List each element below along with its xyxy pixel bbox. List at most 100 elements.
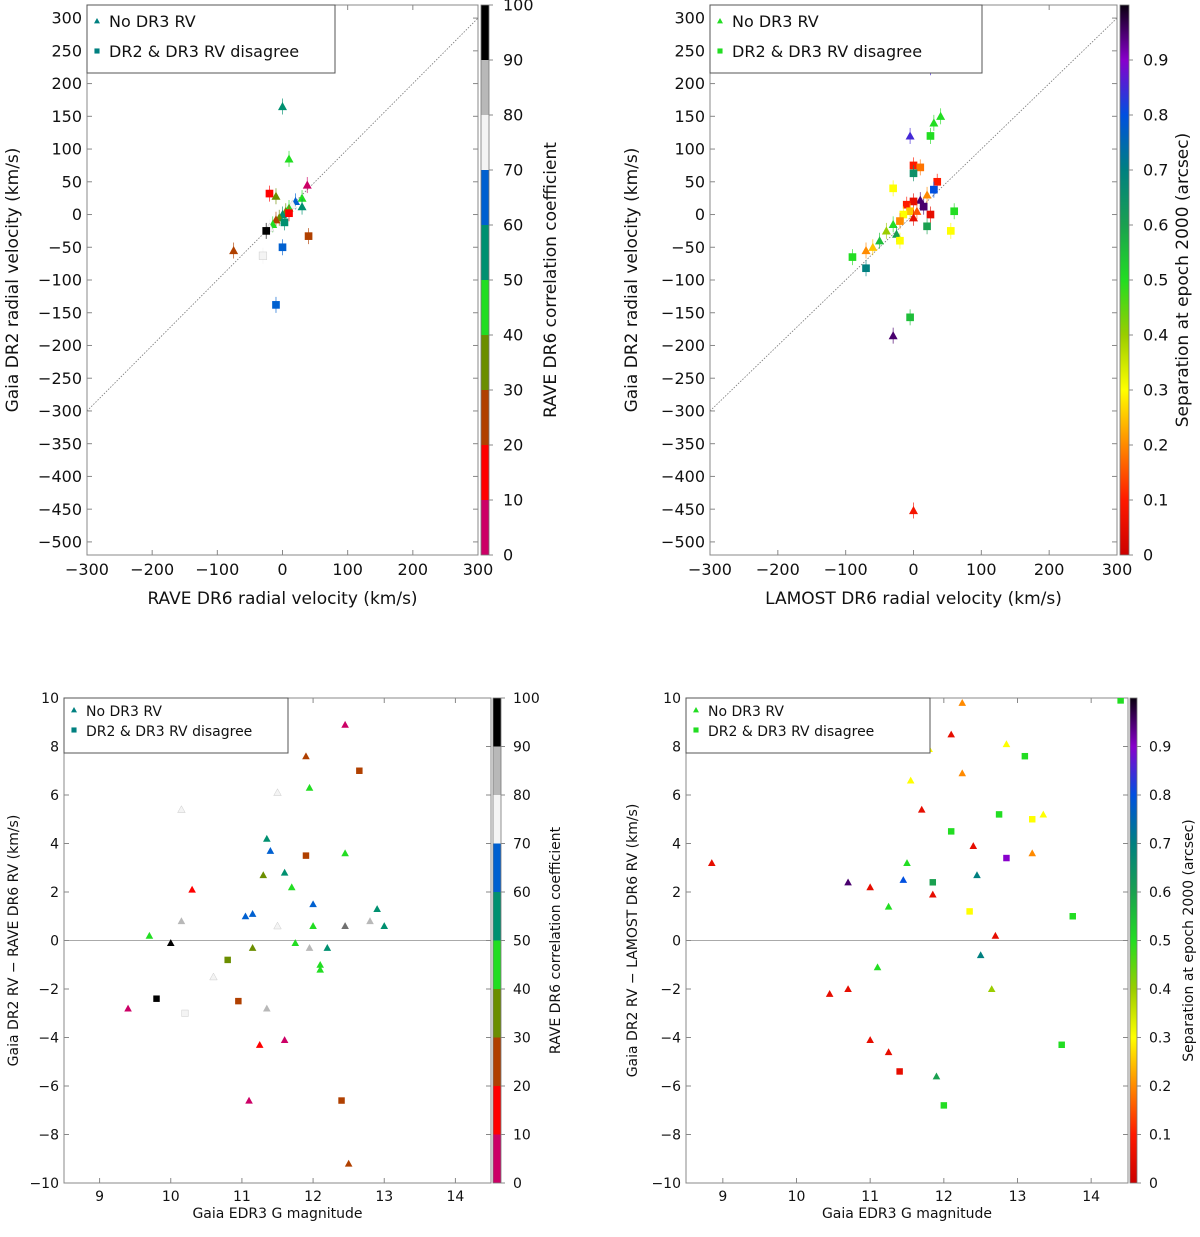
data-point: [273, 921, 282, 930]
y-tick-label: −500: [38, 533, 82, 552]
x-tick-label: −300: [65, 560, 109, 579]
y-tick-label: 10: [41, 691, 59, 707]
colorbar-segment: [481, 115, 489, 170]
colorbar-tick-label: 30: [513, 1030, 531, 1046]
x-tick-label: 13: [1009, 1189, 1027, 1205]
colorbar-label: Separation at epoch 2000 (arcsec): [1173, 133, 1193, 427]
legend-label: DR2 & DR3 RV disagree: [732, 42, 922, 61]
colorbar-gradient: [1120, 5, 1129, 555]
y-tick-label: −250: [38, 369, 82, 388]
legend-label: No DR3 RV: [708, 704, 784, 720]
data-point: [929, 118, 939, 127]
data-point: [958, 699, 967, 706]
y-tick-label: −150: [661, 303, 705, 322]
data-point: [278, 101, 287, 111]
colorbar-segment: [481, 500, 489, 555]
colorbar-segment: [493, 989, 501, 1038]
data-point: [1069, 913, 1076, 920]
data-point: [1029, 816, 1036, 823]
data-point: [229, 246, 239, 255]
plot-frame: [709, 4, 1118, 556]
colorbar-tick-label: 0.5: [1149, 933, 1171, 949]
data-point: [297, 193, 307, 202]
data-point: [255, 1040, 264, 1048]
y-tick-label: 10: [663, 691, 681, 707]
data-point: [166, 939, 175, 946]
x-axis-label: RAVE DR6 radial velocity (km/s): [147, 589, 417, 609]
colorbar-tick-label: 40: [503, 326, 523, 345]
colorbar-segment: [481, 5, 489, 60]
y-tick-label: −150: [38, 303, 82, 322]
y-tick-label: −100: [38, 271, 82, 290]
data-point: [259, 871, 268, 879]
legend-triangle-marker: [71, 707, 77, 713]
data-point: [991, 931, 1000, 939]
data-points: [848, 59, 959, 519]
data-point: [916, 163, 925, 172]
colorbar-tick-label: 60: [503, 216, 523, 235]
chart-panel-br: 9 10 11 12 13 14 10 8 6 4 2 0 −2 −4 −6 −8 −10 Gaia EDR3 G…: [625, 691, 1197, 1222]
data-point: [248, 910, 257, 917]
data-point: [373, 905, 381, 913]
colorbar: 0 10 20 30 40 50 60 70 80 90 100 RAVE DR6 correlati…: [480, 0, 561, 565]
y-tick-label: 150: [51, 107, 82, 126]
data-point: [875, 236, 885, 245]
y-tick-label: 50: [685, 172, 705, 191]
data-point: [124, 1004, 132, 1012]
data-point: [932, 1072, 941, 1080]
legend-square-marker: [71, 727, 77, 733]
data-point: [884, 902, 893, 910]
data-point: [302, 180, 312, 189]
data-point: [987, 985, 996, 993]
x-tick-label: 13: [375, 1189, 393, 1205]
data-point: [280, 1036, 289, 1043]
y-tick-label: 4: [50, 836, 59, 852]
colorbar-segment: [493, 892, 501, 941]
y-tick-label: 100: [51, 140, 82, 159]
legend: No DR3 RV DR2 & DR3 RV disagree: [86, 4, 336, 74]
data-point: [906, 313, 914, 322]
data-point: [906, 776, 915, 784]
colorbar-tick-label: 20: [513, 1079, 531, 1095]
data-point: [380, 922, 389, 929]
data-point: [848, 253, 857, 261]
data-point: [969, 842, 978, 849]
x-tick-label: 11: [861, 1189, 879, 1205]
colorbar-tick-label: 70: [513, 836, 531, 852]
y-tick-label: 250: [674, 41, 705, 60]
x-tick-label: 0: [277, 560, 287, 579]
legend: No DR3 RV DR2 & DR3 RV disagree: [63, 697, 289, 754]
data-point: [928, 890, 937, 898]
colorbar-tick-label: 50: [503, 271, 523, 290]
colorbar-tick-label: 0.2: [1149, 1079, 1171, 1095]
data-point: [905, 131, 915, 140]
colorbar-tick-label: 60: [513, 885, 531, 901]
colorbar-tick-label: 0.2: [1143, 436, 1168, 455]
colorbar-tick-label: 0.6: [1143, 216, 1168, 235]
colorbar-segment: [493, 1037, 501, 1086]
data-point: [245, 1096, 253, 1104]
y-tick-label: −350: [661, 434, 705, 453]
data-point: [909, 213, 918, 222]
data-point: [899, 210, 908, 219]
data-point: [929, 879, 937, 886]
data-point: [995, 811, 1003, 818]
colorbar-segment: [493, 843, 501, 892]
data-point: [297, 202, 307, 211]
x-tick-label: 12: [304, 1189, 322, 1205]
data-point: [919, 202, 928, 211]
data-point: [940, 1102, 948, 1109]
x-tick-label: −100: [824, 560, 868, 579]
y-tick-label: −50: [671, 238, 705, 257]
y-tick-label: −300: [38, 402, 82, 421]
data-point: [892, 229, 902, 238]
data-point: [909, 197, 918, 206]
data-point: [153, 995, 160, 1002]
data-point: [338, 1097, 345, 1104]
data-point: [235, 997, 242, 1005]
colorbar-tick-label: 0.5: [1143, 271, 1168, 290]
data-point: [926, 132, 935, 140]
colorbar-segment: [493, 940, 501, 989]
x-tick-label: 14: [447, 1189, 465, 1205]
y-tick-label: 150: [674, 107, 705, 126]
